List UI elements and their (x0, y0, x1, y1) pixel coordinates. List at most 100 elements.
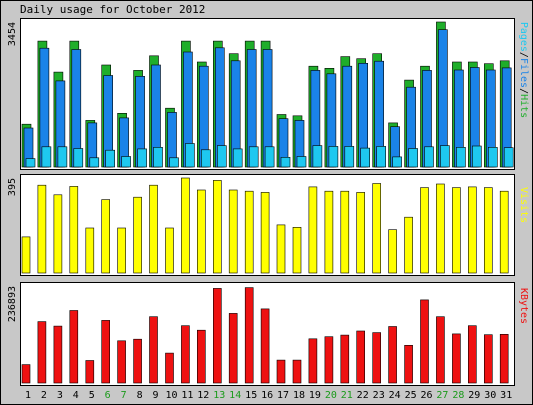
visits-bar (85, 227, 95, 274)
legend-kbytes-group: KBytes (518, 288, 529, 324)
visits-bar (452, 187, 461, 274)
pages-bar (105, 149, 115, 168)
pages-bar (424, 146, 434, 168)
kbytes-bar (260, 308, 270, 384)
pages-bar (456, 147, 466, 168)
x-tick-label: 17 (277, 390, 289, 401)
kbytes-bar (372, 332, 382, 384)
x-tick-label: 1 (25, 390, 31, 401)
y-max-label: 395 (7, 178, 18, 196)
x-tick-label: 30 (484, 390, 496, 401)
pages-bar (312, 145, 323, 168)
x-tick-label: 25 (405, 390, 417, 401)
kbytes-bar (101, 320, 110, 384)
legend-separator: / (518, 88, 529, 94)
pages-bar (376, 146, 387, 168)
visits-bar (165, 227, 174, 274)
visits-bar (21, 236, 31, 274)
x-tick-label: 19 (309, 390, 321, 401)
legend-hits: Hits (518, 94, 529, 118)
x-tick-label: 24 (389, 390, 401, 401)
pages-bar (296, 156, 307, 168)
visits-bar (420, 187, 429, 274)
kbytes-bar (452, 333, 461, 384)
visits-bar (499, 190, 509, 274)
pages-bar (232, 148, 243, 168)
kbytes-bar (149, 316, 158, 384)
legend-hits-files-pages: Pages/Files/Hits (518, 22, 529, 118)
pages-bar (280, 157, 291, 168)
x-tick-label: 31 (500, 390, 512, 401)
kbytes-bar (133, 338, 142, 384)
x-tick-label: 3 (57, 390, 63, 401)
visits-bar (483, 187, 493, 274)
kbytes-bar (117, 340, 126, 384)
x-tick-label: 11 (181, 390, 193, 401)
x-tick-label: 7 (121, 390, 127, 401)
kbytes-bar (388, 326, 397, 384)
visits-bar (53, 194, 63, 274)
pages-bar (169, 157, 179, 168)
kbytes-bar (244, 287, 254, 384)
pages-bar (185, 143, 195, 168)
x-tick-label: 14 (229, 390, 241, 401)
visits-bar (388, 229, 397, 274)
kbytes-bar (420, 299, 429, 384)
visits-bar (69, 186, 79, 274)
legend-pages: Pages (518, 22, 529, 52)
visits-bar (181, 177, 190, 274)
kbytes-bar (85, 360, 95, 384)
x-tick-label: 20 (325, 390, 337, 401)
legend-separator: / (518, 52, 529, 58)
kbytes-bar (276, 359, 286, 384)
pages-bar (121, 156, 131, 168)
visits-bar (404, 216, 413, 274)
pages-bar (360, 147, 371, 168)
x-tick-label: 16 (261, 390, 273, 401)
pages-bar (57, 146, 68, 168)
pages-bar (328, 146, 339, 168)
kbytes-bar (324, 336, 334, 384)
x-tick-label: 10 (165, 390, 177, 401)
pages-bar (89, 157, 100, 168)
pages-bar (201, 149, 211, 168)
visits-bar (133, 196, 142, 274)
x-tick-label: 18 (293, 390, 305, 401)
kbytes-bar (69, 310, 79, 384)
x-tick-label: 12 (197, 390, 209, 401)
legend-files: Files (518, 58, 529, 88)
kbytes-bar (340, 334, 350, 384)
pages-bar (73, 148, 84, 168)
kbytes-bar (483, 334, 493, 384)
pages-bar (264, 146, 275, 168)
kbytes-bar (499, 333, 509, 384)
kbytes-bar (228, 313, 238, 384)
kbytes-bar (21, 364, 31, 384)
visits-bar (324, 190, 334, 274)
kbytes-bar (436, 316, 445, 384)
legend-visits: Visits (518, 187, 529, 223)
legend-kbytes: KBytes (518, 288, 529, 324)
visits-bar (244, 190, 254, 274)
x-tick-label: 23 (373, 390, 385, 401)
x-tick-label: 5 (89, 390, 95, 401)
visits-bar (197, 189, 206, 274)
y-max-label: 3454 (7, 22, 18, 46)
visits-bar (276, 224, 286, 274)
x-tick-label: 8 (137, 390, 143, 401)
kbytes-bar (308, 338, 318, 384)
visits-bar (117, 227, 126, 274)
kbytes-bar (37, 321, 47, 384)
visits-bar (340, 190, 350, 274)
kbytes-bar (197, 329, 206, 384)
x-tick-label: 27 (436, 390, 448, 401)
x-tick-label: 28 (452, 390, 464, 401)
x-tick-label: 13 (213, 390, 225, 401)
x-tick-label: 2 (41, 390, 47, 401)
visits-bar (101, 199, 110, 274)
pages-bar (487, 147, 498, 168)
pages-bar (137, 148, 147, 168)
pages-bar (41, 146, 52, 168)
